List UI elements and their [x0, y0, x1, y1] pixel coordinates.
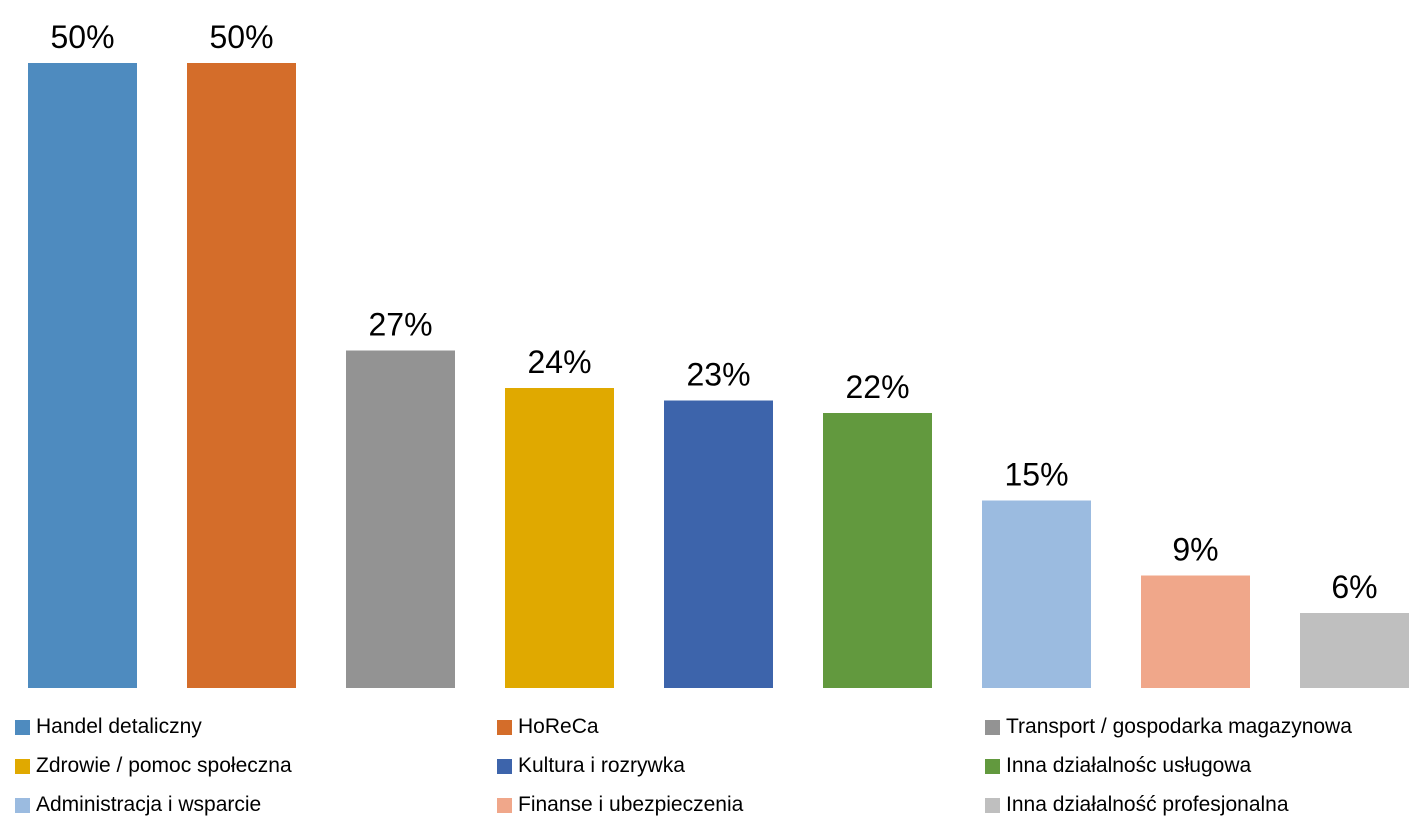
legend-swatch-9	[985, 797, 1000, 813]
bar-chart: 50% 50% 27% 24% 23% 22% 15% 9% 6%	[28, 19, 1409, 688]
bar-5	[664, 400, 773, 688]
legend-swatch-3	[985, 719, 1000, 735]
legend-label-8: Finanse i ubezpieczenia	[518, 793, 744, 816]
legend-item-1: Handel detaliczny	[15, 710, 202, 744]
legend-label-5: Kultura i rozrywka	[518, 754, 685, 777]
legend-item-3: Transport / gospodarka magazynowa	[985, 710, 1352, 744]
data-label-3: 27%	[368, 307, 432, 343]
chart-legend: Handel detaliczny HoReCa Transport / gospo…	[0, 700, 1411, 838]
bar-2	[187, 63, 296, 688]
legend-item-7: Administracja i wsparcie	[15, 788, 261, 822]
bar-3	[346, 350, 455, 688]
bar-7	[982, 500, 1091, 688]
legend-swatch-8	[497, 797, 512, 813]
data-label-6: 22%	[845, 369, 909, 405]
bars-group	[28, 63, 1409, 688]
legend-item-9: Inna działalność profesjonalna	[985, 788, 1289, 822]
bar-4	[505, 388, 614, 688]
legend-swatch-4	[15, 758, 30, 774]
legend-swatch-7	[15, 797, 30, 813]
data-label-4: 24%	[527, 344, 591, 380]
legend-label-7: Administracja i wsparcie	[36, 793, 262, 816]
legend-label-1: Handel detaliczny	[36, 715, 202, 738]
legend-swatch-5	[497, 758, 512, 774]
legend-item-2: HoReCa	[497, 710, 599, 744]
legend-label-9: Inna działalność profesjonalna	[1006, 793, 1289, 816]
data-label-8: 9%	[1172, 532, 1218, 568]
bar-9	[1300, 613, 1409, 688]
bar-8	[1141, 575, 1250, 688]
legend-label-6: Inna działalnośc usługowa	[1006, 754, 1252, 777]
legend-label-3: Transport / gospodarka magazynowa	[1006, 715, 1352, 738]
bar-1	[28, 63, 137, 688]
data-label-1: 50%	[50, 19, 114, 55]
legend-item-6: Inna działalnośc usługowa	[985, 749, 1251, 783]
legend-swatch-6	[985, 758, 1000, 774]
data-labels-group: 50% 50% 27% 24% 23% 22% 15% 9% 6%	[50, 19, 1377, 605]
data-label-7: 15%	[1004, 457, 1068, 493]
data-label-9: 6%	[1331, 569, 1377, 605]
legend-swatch-1	[15, 719, 30, 735]
legend-item-8: Finanse i ubezpieczenia	[497, 788, 743, 822]
legend-item-5: Kultura i rozrywka	[497, 749, 685, 783]
bar-6	[823, 413, 932, 688]
legend-label-4: Zdrowie / pomoc społeczna	[36, 754, 292, 777]
legend-item-4: Zdrowie / pomoc społeczna	[15, 749, 292, 783]
legend-swatch-2	[497, 719, 512, 735]
data-label-5: 23%	[686, 357, 750, 393]
data-label-2: 50%	[209, 19, 273, 55]
legend-label-2: HoReCa	[518, 715, 599, 738]
